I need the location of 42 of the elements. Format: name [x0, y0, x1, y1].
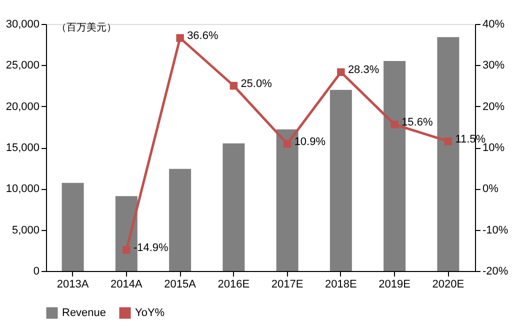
- point: [283, 140, 292, 148]
- data-label: 28.3%: [348, 64, 380, 76]
- point: [337, 68, 345, 76]
- x-tick-label: 2014A: [110, 278, 143, 290]
- x-tick-label: 2015A: [164, 278, 197, 290]
- y-axis-title: （百万美元）: [56, 22, 116, 34]
- point: [444, 137, 452, 146]
- y-tick-label: 5,000: [12, 224, 40, 236]
- y-tick-label: 30,000: [6, 18, 40, 30]
- x-tick-label: 2016E: [218, 278, 250, 290]
- bar: [330, 90, 352, 271]
- y2-tick-label: -20%: [482, 266, 508, 278]
- bar: [62, 182, 84, 271]
- y2-tick-label: 0%: [482, 183, 499, 196]
- y2-tick-label: 40%: [482, 18, 505, 30]
- point: [390, 120, 398, 128]
- legend-label: YoY%: [135, 307, 165, 319]
- point: [176, 34, 184, 42]
- data-label: 10.9%: [294, 136, 326, 148]
- y-tick-label: 25,000: [6, 60, 40, 72]
- x-tick-label: 2019E: [378, 278, 410, 290]
- y2-tick-label: -10%: [482, 224, 508, 236]
- data-label: 15.6%: [402, 116, 433, 128]
- x-tick-label: 2017E: [271, 278, 304, 290]
- bar: [222, 143, 245, 271]
- y-tick-label: 15,000: [6, 142, 40, 154]
- legend-label: Revenue: [62, 307, 106, 319]
- y2-tick-label: 10%: [482, 142, 505, 154]
- bar: [169, 168, 192, 271]
- x-tick-label: 2020E: [432, 278, 464, 290]
- point: [122, 246, 130, 254]
- y2-tick-label: 30%: [482, 60, 505, 72]
- point: [230, 82, 238, 90]
- y-tick-label: 20,000: [6, 100, 40, 113]
- y-tick-label: 10,000: [6, 183, 40, 196]
- x-tick-label: 2013A: [56, 278, 90, 290]
- y-tick-label: 0: [33, 266, 40, 278]
- y2-tick-label: 20%: [482, 100, 505, 113]
- data-label: 25.0%: [240, 78, 272, 90]
- data-label: -14.9%: [133, 242, 169, 254]
- data-label: 36.6%: [187, 30, 218, 42]
- x-tick-label: 2018E: [325, 278, 357, 290]
